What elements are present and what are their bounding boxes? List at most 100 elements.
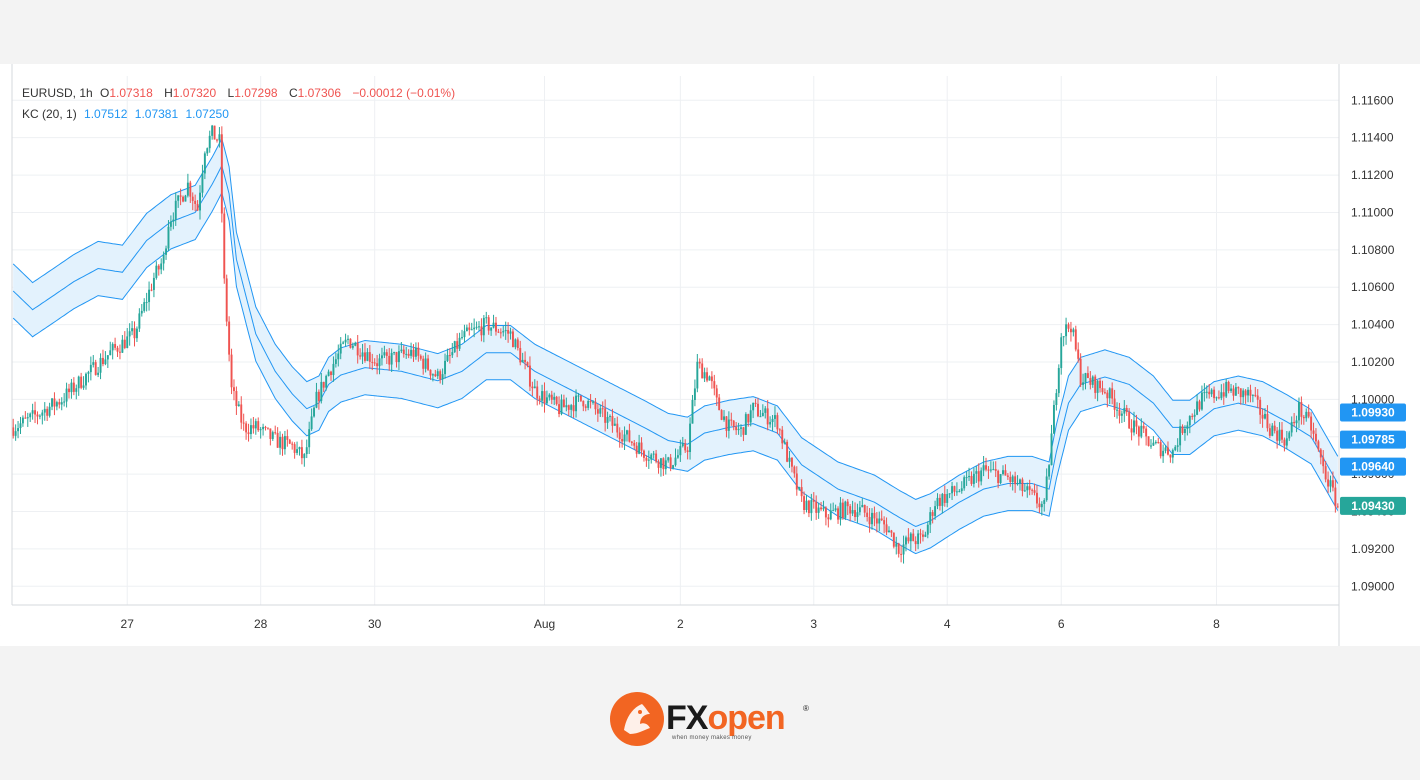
- open-label: O: [100, 86, 110, 100]
- candle-body: [895, 543, 898, 547]
- candle-body: [720, 410, 723, 420]
- candle-body: [640, 442, 643, 451]
- candle-body: [754, 402, 757, 404]
- candle-body: [1011, 476, 1014, 482]
- candle-body: [531, 386, 534, 389]
- x-tick-label: 30: [368, 617, 382, 631]
- candle-body: [713, 381, 716, 389]
- candle-body: [681, 443, 684, 447]
- brand-tagline: when money makes money: [672, 735, 752, 741]
- candle-body: [106, 355, 109, 360]
- candle-body: [383, 352, 386, 356]
- candle-body: [143, 302, 146, 311]
- candle-body: [303, 454, 306, 459]
- y-tick-label: 1.10800: [1351, 243, 1395, 257]
- candle-body: [803, 496, 806, 511]
- candlestick-chart[interactable]: 1.11600 1.11400 1.11200 1.11000 1.10800 1.106…: [0, 64, 1420, 646]
- candle-body: [1099, 380, 1102, 389]
- candle-body: [43, 408, 46, 413]
- candle-body: [1208, 391, 1211, 395]
- candle-body: [689, 423, 692, 453]
- candle-body: [907, 537, 910, 542]
- candle-body: [371, 361, 374, 363]
- brand-fx: FX: [666, 699, 708, 737]
- candle-body: [1103, 392, 1106, 394]
- candle-body: [1329, 480, 1332, 487]
- candle-body: [1089, 378, 1092, 385]
- symbol-label[interactable]: EURUSD, 1h: [22, 86, 93, 100]
- candle-body: [1314, 433, 1317, 442]
- candle-body: [133, 328, 136, 339]
- candle-body: [868, 517, 871, 525]
- candle-body: [1188, 415, 1191, 426]
- candle-body: [502, 331, 505, 333]
- candle-body: [296, 449, 299, 453]
- candle-body: [934, 506, 937, 516]
- candle-body: [145, 302, 148, 304]
- candle-body: [509, 331, 512, 334]
- ohlc-legend: EURUSD, 1h O1.07318 H1.07320 L1.07298 C1…: [22, 86, 459, 100]
- candle-body: [385, 352, 388, 356]
- kc-label[interactable]: KC (20, 1): [22, 107, 77, 121]
- candle-body: [1295, 420, 1298, 424]
- candle-body: [706, 372, 709, 381]
- candle-body: [196, 203, 199, 211]
- candles: [12, 124, 1339, 564]
- candle-body: [541, 391, 544, 401]
- candle-body: [548, 394, 551, 398]
- candle-body: [75, 388, 78, 392]
- candle-body: [422, 358, 425, 369]
- candle-body: [436, 371, 439, 377]
- candle-body: [955, 491, 958, 493]
- candle-body: [723, 416, 725, 420]
- candle-body: [572, 405, 575, 412]
- candle-body: [177, 195, 180, 201]
- candle-body: [1290, 421, 1293, 433]
- candle-body: [1237, 387, 1240, 389]
- candle-body: [206, 148, 209, 154]
- candle-body: [257, 421, 260, 431]
- candle-body: [795, 473, 798, 490]
- candle-body: [740, 427, 742, 429]
- candle-body: [1322, 457, 1325, 467]
- candle-body: [516, 339, 519, 348]
- candle-body: [1247, 389, 1249, 396]
- candle-body: [873, 512, 876, 519]
- candle-body: [866, 512, 869, 518]
- candle-body: [332, 363, 335, 376]
- candle-body: [274, 432, 277, 434]
- candle-body: [468, 327, 471, 330]
- candle-body: [262, 426, 265, 430]
- candle-body: [444, 360, 447, 375]
- candle-body: [249, 425, 252, 435]
- candle-body: [434, 374, 437, 377]
- candle-body: [254, 421, 257, 429]
- candle-body: [800, 487, 803, 497]
- candle-body: [623, 434, 626, 442]
- candle-body: [1091, 376, 1094, 385]
- candle-body: [97, 372, 100, 375]
- high-value: 1.07320: [172, 86, 217, 100]
- candle-body: [565, 405, 568, 408]
- candle-body: [140, 310, 143, 314]
- candle-body: [1162, 450, 1165, 457]
- candle-body: [1215, 397, 1218, 399]
- candle-body: [1293, 421, 1296, 424]
- candle-body: [487, 317, 490, 331]
- candle-body: [230, 354, 233, 388]
- candle-body: [252, 425, 255, 429]
- chart-panel[interactable]: 1.11600 1.11400 1.11200 1.11000 1.10800 1.106…: [0, 64, 1420, 646]
- candle-body: [216, 139, 218, 141]
- candle-body: [674, 457, 677, 466]
- candle-body: [507, 330, 510, 334]
- candle-body: [1048, 465, 1051, 477]
- candle-body: [630, 441, 633, 443]
- candle-body: [211, 125, 214, 136]
- candle-body: [526, 362, 529, 366]
- candle-body: [378, 358, 381, 367]
- candle-body: [555, 396, 558, 405]
- candle-body: [936, 497, 939, 507]
- candle-body: [259, 429, 262, 431]
- candle-body: [1074, 329, 1077, 350]
- x-tick-label: 3: [810, 617, 817, 631]
